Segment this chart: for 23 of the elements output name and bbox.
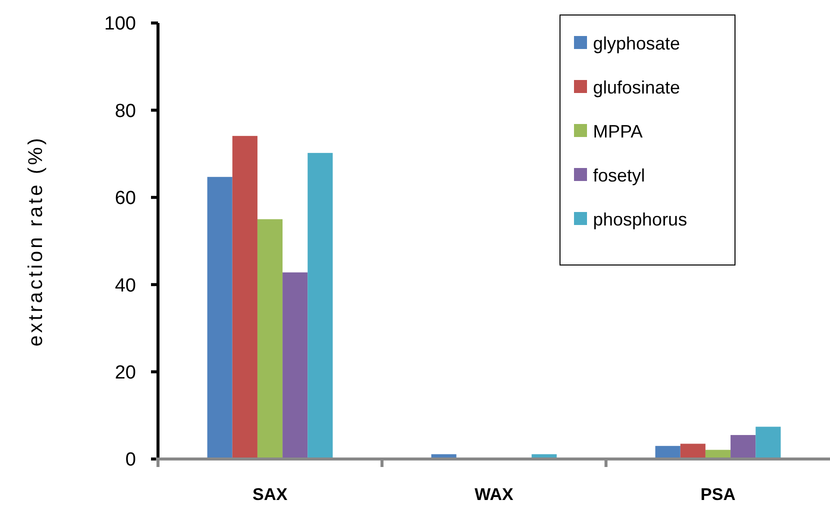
x-tick-label: PSA — [700, 485, 736, 504]
bar — [257, 219, 283, 459]
bar — [308, 152, 333, 459]
x-tick-label: SAX — [252, 485, 288, 504]
y-tick-label: 40 — [114, 275, 136, 296]
legend-label: MPPA — [593, 121, 643, 142]
y-tick-label: 80 — [114, 100, 136, 122]
y-axis-title: extraction rate (%) — [25, 136, 47, 346]
legend-label: phosphorus — [593, 209, 688, 230]
bar — [282, 272, 308, 459]
legend-label: fosetyl — [593, 165, 646, 186]
bar — [232, 136, 258, 459]
x-tick-label: WAX — [474, 485, 514, 504]
y-tick-label: 0 — [125, 450, 136, 471]
y-tick-label: 20 — [114, 362, 136, 384]
bar — [730, 435, 756, 459]
y-tick-label: 60 — [114, 188, 136, 210]
y-tick-label: 100 — [104, 14, 136, 35]
legend-label: glufosinate — [593, 77, 680, 98]
legend-label: glyphosate — [593, 33, 680, 54]
bar — [207, 176, 232, 459]
bar — [756, 426, 781, 459]
bar — [680, 444, 706, 459]
